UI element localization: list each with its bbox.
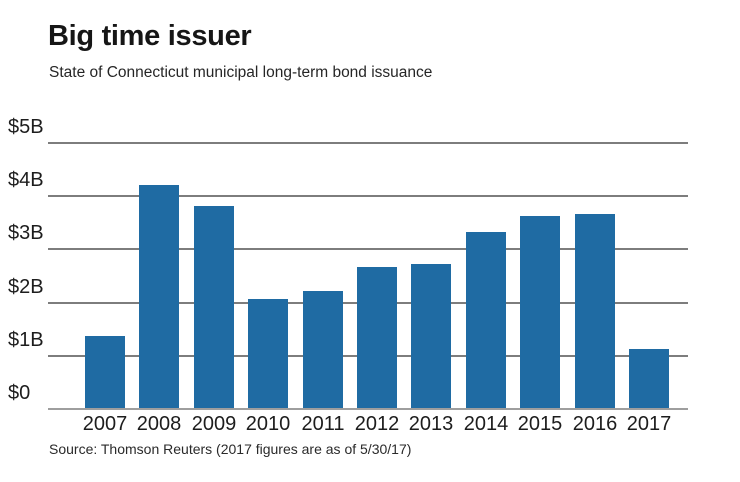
y-tick-label-$1B: $1B — [8, 329, 44, 351]
x-tick-label-2007: 2007 — [82, 413, 128, 435]
x-tick-label-2010: 2010 — [245, 413, 291, 435]
x-tick-label-2013: 2013 — [408, 413, 454, 435]
x-tick-label-2015: 2015 — [517, 413, 563, 435]
bar-2012 — [357, 267, 397, 408]
bar-2008 — [139, 185, 179, 408]
chart-title: Big time issuer — [48, 20, 252, 52]
source-note: Source: Thomson Reuters (2017 figures ar… — [49, 441, 412, 457]
x-tick-label-2012: 2012 — [354, 413, 400, 435]
bar-2014 — [466, 232, 506, 408]
x-tick-label-2016: 2016 — [572, 413, 618, 435]
gridline-$4B — [48, 195, 688, 197]
y-tick-label-$3B: $3B — [8, 222, 44, 244]
chart-subtitle: State of Connecticut municipal long-term… — [49, 64, 433, 81]
y-tick-label-$2B: $2B — [8, 276, 44, 298]
bar-2011 — [303, 291, 343, 408]
x-tick-label-2008: 2008 — [136, 413, 182, 435]
x-tick-label-2014: 2014 — [463, 413, 509, 435]
bar-2015 — [520, 216, 560, 408]
y-tick-label-$5B: $5B — [8, 116, 44, 138]
bar-2010 — [248, 299, 288, 408]
bar-2007 — [85, 336, 125, 408]
gridline-$3B — [48, 248, 688, 250]
y-tick-label-$0: $0 — [8, 382, 31, 404]
y-tick-label-$4B: $4B — [8, 169, 44, 191]
bar-2009 — [194, 206, 234, 408]
gridline-$5B — [48, 142, 688, 144]
x-tick-label-2017: 2017 — [626, 413, 672, 435]
bar-2017 — [629, 349, 669, 408]
bar-2016 — [575, 214, 615, 408]
x-tick-label-2011: 2011 — [301, 413, 345, 435]
x-tick-label-2009: 2009 — [191, 413, 237, 435]
gridline-$0 — [48, 408, 688, 410]
bar-2013 — [411, 264, 451, 408]
